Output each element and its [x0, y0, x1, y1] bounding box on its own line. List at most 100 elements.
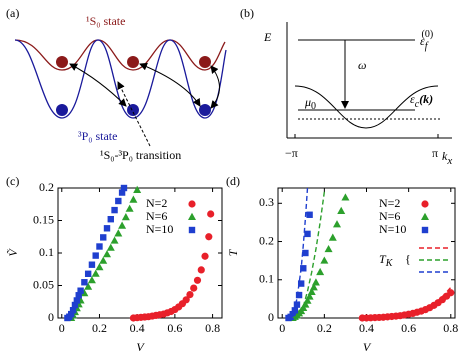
point: [87, 276, 96, 284]
point: [186, 291, 194, 299]
legend-label: N=2: [379, 196, 400, 210]
x-tick-label: 0: [279, 321, 285, 335]
point: [333, 220, 341, 228]
point: [182, 296, 190, 304]
fit-line: [292, 191, 326, 318]
mu-label: μ0: [304, 95, 316, 113]
x-tick-label: 0.2: [92, 321, 107, 335]
chart: (d) V T 0 0.2 0.4 0.6 0.8 0 0.1 0.2 0.3 N=2N=6N=10 {T…: [226, 174, 459, 354]
y-tick-label: 0.1: [259, 272, 274, 286]
point: [92, 252, 99, 259]
point: [129, 195, 138, 203]
point: [201, 252, 209, 260]
legend-marker: [188, 226, 196, 234]
y-tick-label: 0.3: [259, 195, 274, 209]
point: [300, 265, 307, 272]
point: [337, 206, 346, 214]
point: [67, 310, 75, 318]
legend-label: N=10: [146, 222, 173, 236]
point: [341, 193, 350, 201]
point: [447, 289, 455, 297]
atom: [127, 104, 139, 116]
tunneling-arrow: [139, 62, 201, 107]
point: [295, 291, 303, 299]
legend-marker: [188, 212, 196, 220]
legend-marker: [188, 200, 196, 208]
x-tick-label: 0.2: [317, 321, 332, 335]
x-axis-label: V: [136, 340, 145, 354]
point: [110, 236, 119, 244]
x-tick-label: 0: [59, 321, 65, 335]
point: [291, 307, 299, 314]
point: [302, 249, 309, 257]
point: [106, 243, 115, 251]
atom: [199, 56, 211, 68]
pointer-arrow: [117, 81, 151, 147]
y-tick-label: 0.05: [33, 277, 54, 291]
point: [118, 189, 126, 196]
point: [100, 234, 107, 241]
legend-label: N=10: [379, 222, 406, 236]
legend-marker: [421, 200, 429, 208]
band-label: εf(0): [420, 29, 433, 52]
point: [289, 310, 296, 318]
panel-label: (b): [240, 6, 254, 20]
point: [84, 282, 93, 290]
point: [311, 278, 320, 286]
point: [307, 287, 316, 295]
x-tick-label: 0.6: [167, 321, 182, 335]
state-label: ³P₀ state: [78, 129, 117, 143]
point: [69, 307, 77, 314]
point: [297, 280, 305, 287]
point: [96, 243, 103, 250]
tick-label: −π: [285, 146, 298, 160]
point: [115, 197, 122, 205]
point: [111, 206, 118, 214]
legend-brace: {: [405, 252, 411, 266]
legend-label: N=6: [379, 209, 400, 223]
point: [207, 210, 215, 218]
y-axis-label: Ṽ: [6, 248, 20, 257]
transition-label: ¹S₀-³P₀ transition: [100, 148, 181, 162]
y-tick-label: 0.15: [33, 212, 54, 226]
point: [306, 211, 313, 218]
legend-marker: [421, 226, 429, 234]
point: [75, 292, 82, 299]
legend-label: N=6: [146, 209, 167, 223]
point: [133, 185, 142, 193]
y-axis-label: T: [226, 248, 240, 256]
chart: (c) V Ṽ 0 0.2 0.4 0.6 0.8 0 0.05 0.1 0.15 0.2 N=2N=6N…: [6, 174, 223, 354]
point: [305, 292, 314, 300]
point: [71, 301, 79, 309]
point: [84, 270, 92, 277]
panel-a: (a) ¹S₀ state ³P₀ state ¹S₀-³P₀ transiti…: [6, 6, 227, 162]
y-tick-label: 0: [268, 310, 274, 324]
x-tick-label: 0.4: [130, 321, 145, 335]
atom: [56, 104, 68, 116]
point: [125, 204, 134, 212]
legend-marker: [421, 212, 429, 220]
point: [316, 267, 325, 276]
point: [193, 276, 202, 284]
band-label: εc(k): [410, 92, 433, 111]
x-tick-label: 0.8: [443, 321, 458, 335]
transition-arrow: [210, 65, 220, 109]
panel-label: (c): [6, 174, 19, 188]
point: [80, 289, 89, 297]
plot-frame: [57, 187, 223, 319]
point: [107, 216, 114, 223]
point: [120, 184, 128, 192]
fit-line: [288, 188, 309, 318]
point: [81, 279, 88, 286]
point: [309, 283, 318, 291]
panel-label: (d): [226, 174, 240, 188]
legend-label: N=2: [146, 196, 167, 210]
point: [121, 213, 130, 221]
point: [304, 230, 311, 238]
panel-label: (a): [6, 6, 19, 20]
point: [328, 233, 337, 241]
point: [103, 250, 112, 258]
point: [91, 269, 100, 277]
y-tick-label: 0.2: [39, 180, 54, 194]
